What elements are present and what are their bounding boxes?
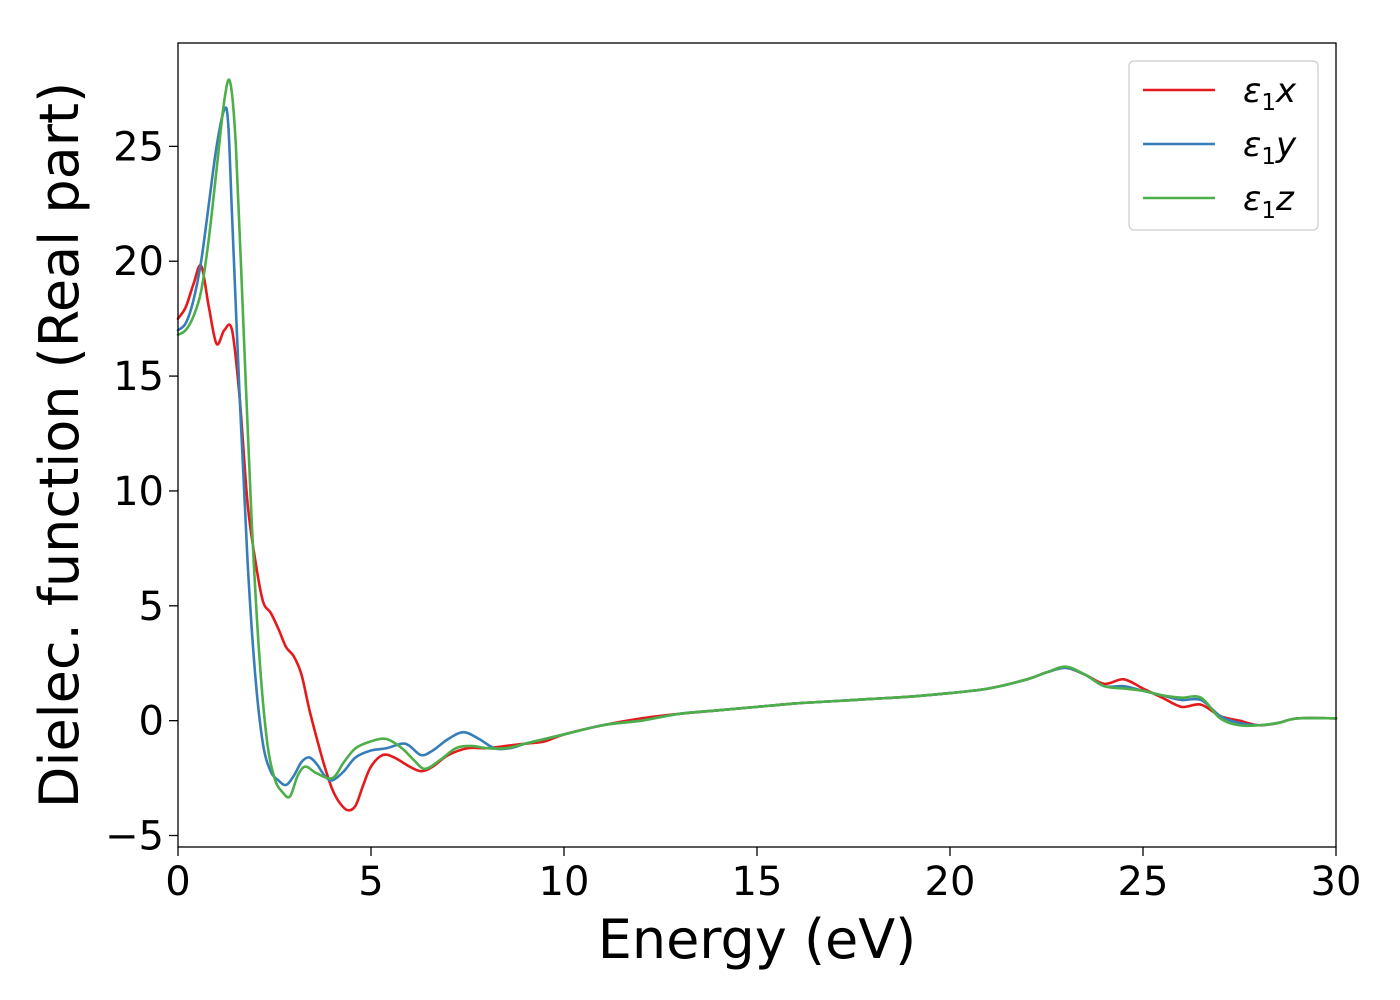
legend-component: z [1275, 179, 1295, 219]
series-line-x [176, 263, 1338, 812]
x-tick-label: 20 [925, 859, 976, 905]
series-layer [176, 78, 1338, 812]
legend-symbol: ε [1243, 179, 1261, 219]
y-axis-label: Dielec. function (Real part) [28, 82, 91, 808]
y-tick-label: 0 [139, 699, 164, 745]
series-line-z [176, 78, 1338, 799]
y-tick-label: 5 [139, 584, 164, 630]
x-tick-label: 30 [1311, 859, 1362, 905]
legend-label-z: ε1z [1243, 179, 1295, 224]
x-axis: 0 5 10 15 20 25 30 [165, 847, 1361, 905]
x-tick-label: 10 [539, 859, 590, 905]
y-tick-label: 15 [113, 354, 164, 400]
legend-subscript: 1 [1261, 90, 1276, 116]
y-tick-label: 25 [113, 124, 164, 170]
legend-subscript: 1 [1261, 198, 1276, 224]
y-tick-label: 20 [113, 239, 164, 285]
x-tick-label: 0 [165, 859, 190, 905]
y-tick-label: −5 [105, 814, 164, 860]
x-tick-label: 25 [1118, 859, 1169, 905]
legend-subscript: 1 [1261, 144, 1276, 170]
legend-box [1128, 60, 1319, 231]
legend-component: x [1275, 71, 1297, 111]
y-tick-label: 10 [113, 469, 164, 515]
legend-symbol: ε [1243, 71, 1261, 111]
x-axis-label: Energy (eV) [598, 908, 917, 971]
legend-symbol: ε [1243, 125, 1261, 165]
x-tick-label: 5 [358, 859, 383, 905]
y-axis: −5 0 5 10 15 20 25 [105, 124, 178, 860]
legend-label-x: ε1x [1243, 71, 1297, 116]
x-tick-label: 15 [732, 859, 783, 905]
legend-label-y: ε1y [1243, 125, 1297, 170]
legend-component: y [1275, 125, 1297, 165]
